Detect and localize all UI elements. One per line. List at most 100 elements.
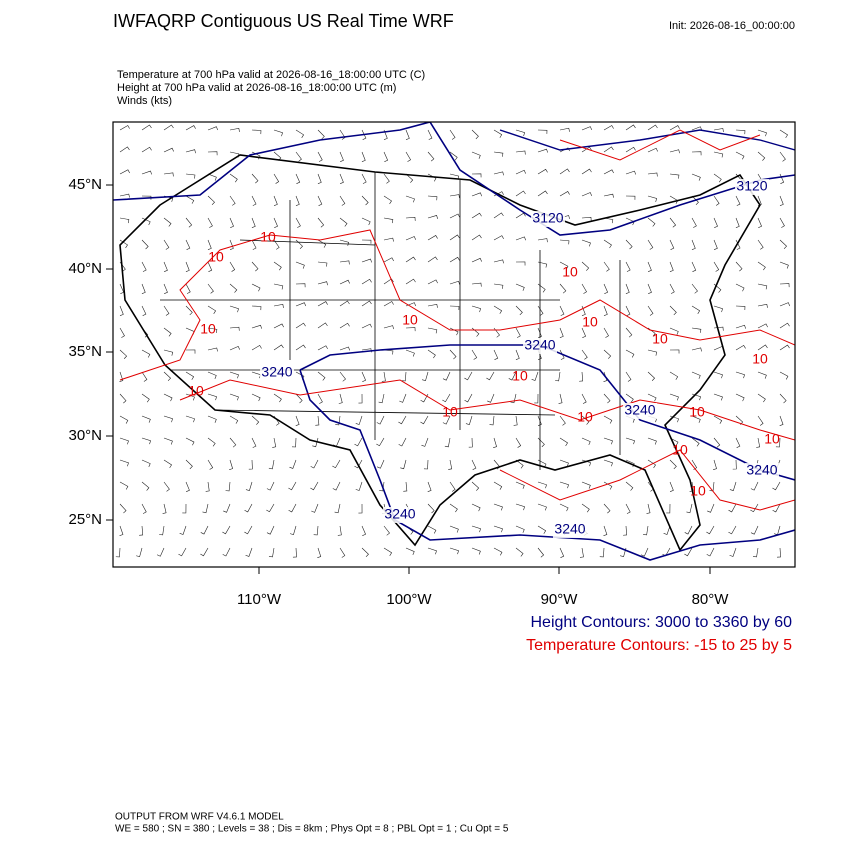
wind-barb [779,283,790,288]
wind-barb [735,324,746,329]
wind-barb [559,327,564,338]
wind-barb [559,415,566,426]
wind-barb [251,324,262,329]
wind-barb [757,344,768,351]
wind-barb [427,215,438,219]
wind-barb [355,481,363,491]
wind-barb [207,283,214,294]
wind-barb [229,326,240,331]
wind-barb [405,216,416,221]
wind-barb [332,459,341,469]
wind-barb [581,146,592,153]
wind-barb [647,371,656,381]
wind-barb [729,547,737,557]
wind-barb [401,371,407,382]
wind-barb [691,261,697,272]
wind-barb [361,129,367,140]
wind-barb [625,261,631,272]
temperature-contour-label: 10 [442,404,458,420]
wind-barb [537,525,547,534]
wind-barb [603,349,612,359]
wind-barb [339,322,350,329]
wind-barb [559,437,568,447]
wind-barb [707,503,715,513]
wind-barb [531,371,539,381]
wind-barb [383,525,390,536]
wind-barb [156,547,165,557]
wind-barb [515,327,521,338]
wind-barb [295,415,300,426]
wind-barb [376,415,385,425]
wind-barb [603,437,613,445]
wind-barb [663,525,671,535]
wind-barb [383,237,394,242]
wind-barb [691,195,699,206]
wind-barb [268,459,275,470]
wind-barb [684,547,693,557]
wind-barb [493,283,504,289]
wind-barb [119,415,129,424]
wind-barb [251,283,261,292]
wind-barb [273,173,280,184]
lat-label: 30°N [68,427,102,444]
wind-barb [537,415,542,426]
wind-barb [732,459,737,470]
wind-barb [669,481,674,492]
wind-barb [779,261,789,269]
wind-barb [313,525,319,536]
wind-barb [444,437,451,448]
wind-barb [493,259,504,264]
wind-barb [647,195,658,202]
wind-barb [647,147,658,153]
wind-barb [581,503,590,513]
wind-barb [625,146,636,153]
wind-barb [207,393,217,401]
wind-barb [251,415,260,425]
wind-barb [779,217,785,228]
wind-barb [248,459,253,470]
wind-barb [625,503,631,514]
wind-barb [317,547,322,558]
wind-barb [119,371,124,382]
wind-barb [666,503,671,514]
wind-barb [735,217,740,228]
wind-barb [728,503,737,513]
wind-barb [449,305,460,310]
wind-barb [200,525,209,535]
wind-barb [493,151,504,157]
wind-barb [735,371,745,379]
wind-barb [185,459,193,470]
lat-label: 25°N [68,511,102,528]
wind-barb [163,459,172,469]
wind-barb [713,173,722,183]
wind-barb [141,415,151,423]
wind-barb [625,195,636,200]
wind-barb [471,305,481,313]
wind-barb [669,305,677,316]
wind-barb [647,305,654,316]
wind-barb [335,415,341,426]
wind-barb [355,415,363,425]
wind-barb [489,415,495,426]
wind-barb [779,344,790,351]
wind-barb [141,437,151,445]
wind-barb [381,371,386,382]
wind-barb [581,126,592,131]
wind-barb [310,481,319,491]
wind-barb [119,481,129,490]
wind-barb [141,170,152,175]
wind-barb [625,371,632,382]
wind-barb [405,327,416,332]
wind-barb [669,393,679,401]
wind-barb [185,261,190,272]
wind-barb [706,547,715,557]
wind-barb [207,327,218,333]
wind-barb [537,547,545,558]
wind-barb [471,212,482,219]
wind-barb [647,217,656,227]
wind-barb [640,547,649,557]
wind-barb [398,437,407,447]
wind-barb [779,239,787,249]
wind-barb [471,192,482,197]
wind-barb [225,481,231,492]
